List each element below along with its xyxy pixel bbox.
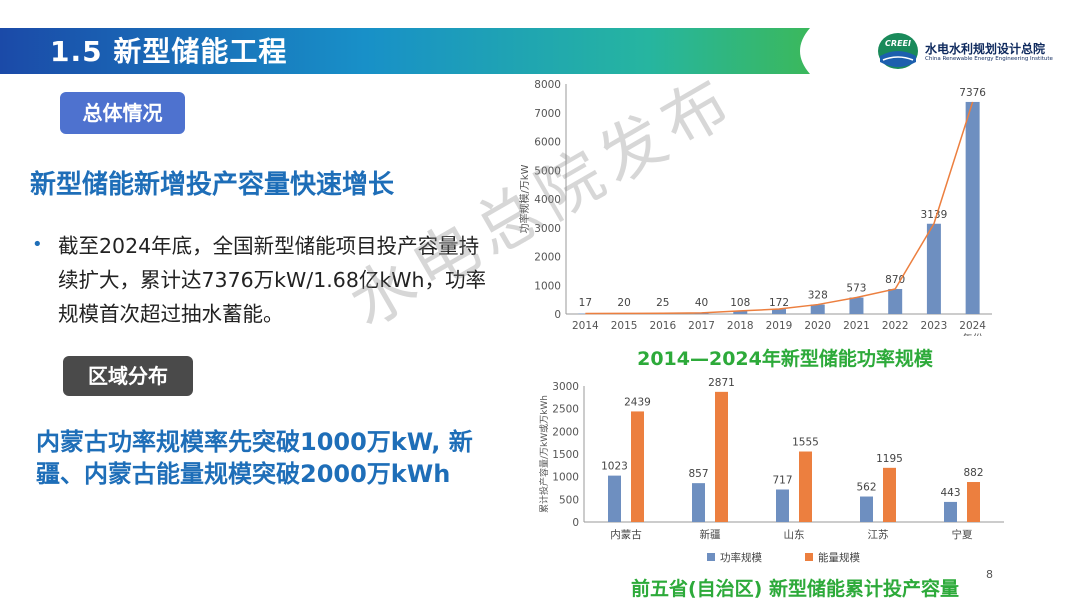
data-label: 870: [885, 274, 905, 286]
trend-line: [585, 101, 974, 315]
y-tick-label: 0: [572, 517, 579, 529]
bar-宁夏-能量规模: [967, 482, 980, 522]
x-tick-label: 宁夏: [952, 528, 973, 541]
data-label: 2439: [624, 396, 651, 408]
y-tick-label: 1000: [552, 472, 579, 484]
page-number: 8: [986, 568, 993, 581]
bar-内蒙古-功率规模: [608, 475, 621, 522]
x-tick-label: 2024: [959, 320, 986, 332]
x-tick-label: 2021: [843, 320, 870, 332]
x-tick-label: 内蒙古: [610, 528, 642, 541]
chart1-title: 2014—2024年新型储能功率规模: [637, 348, 933, 370]
y-tick-label: 0: [554, 309, 561, 321]
y-tick-label: 7000: [534, 108, 561, 120]
x-tick-label: 2017: [688, 320, 715, 332]
data-label: 1195: [876, 453, 903, 465]
power-scale-chart: 0 1000 2000 3000 4000 5000 6000 7000 8000 功率规模/万k…: [518, 79, 992, 336]
data-label: 562: [856, 482, 876, 494]
x-tick-label: 新疆: [700, 528, 721, 541]
y-tick-label: 500: [559, 494, 579, 506]
y-tick-label: 2000: [552, 426, 579, 438]
data-label: 717: [772, 474, 792, 486]
x-tick-label: 2015: [611, 320, 638, 332]
headline: 新型储能新增投产容量快速增长: [30, 170, 395, 200]
x-tick-label: 2022: [882, 320, 909, 332]
bar-2019: [772, 309, 786, 314]
data-label: 328: [808, 290, 828, 302]
x-tick-label: 2014: [572, 320, 599, 332]
chart2-title: 前五省(自治区) 新型储能累计投产容量: [631, 578, 959, 600]
y-tick-label: 8000: [534, 79, 561, 91]
bar-新疆-能量规模: [715, 391, 728, 522]
y-tick-label: 2500: [552, 404, 579, 416]
x-axis-title: 年份: [962, 332, 983, 336]
bar-新疆-功率规模: [692, 483, 705, 522]
bar-2022: [888, 288, 903, 314]
x-tick-label: 2019: [766, 320, 793, 332]
bar-2020: [810, 304, 825, 314]
bar-内蒙古-能量规模: [631, 411, 644, 522]
bar-2021: [849, 297, 864, 314]
y-tick-label: 5000: [534, 165, 561, 177]
bullet-text: 截至2024年底，全国新型储能项目投产容量持续扩大，累计达7376万kW/1.6…: [58, 234, 486, 326]
x-tick-label: 2023: [921, 320, 948, 332]
bar-江苏-功率规模: [860, 496, 873, 522]
region-text: 内蒙古功率规模率先突破1000万kW, 新疆、内蒙古能量规模突破2000万kWh: [36, 428, 473, 488]
bullet-icon: •: [32, 234, 43, 255]
y-axis-title: 功率规模/万kW: [518, 164, 531, 233]
legend-swatch: [707, 553, 715, 561]
bar-江苏-能量规模: [883, 467, 896, 522]
y-tick-label: 4000: [534, 194, 561, 206]
data-label: 857: [688, 468, 708, 480]
y-tick-label: 1500: [552, 449, 579, 461]
data-label: 2871: [708, 377, 735, 389]
org-logo-icon: CREEI: [878, 33, 918, 69]
bar-山东-能量规模: [799, 451, 812, 522]
x-tick-label: 2020: [804, 320, 831, 332]
y-tick-label: 3000: [534, 223, 561, 235]
y-axis-title: 累计投产容量/万kW或万kWh: [538, 395, 550, 513]
x-tick-label: 山东: [784, 528, 805, 541]
x-tick-label: 2018: [727, 320, 754, 332]
legend-label: 能量规模: [818, 551, 860, 564]
bar-2018: [733, 310, 748, 314]
data-label: 25: [656, 297, 669, 309]
data-label: 17: [579, 297, 592, 309]
data-label: 573: [846, 283, 866, 295]
y-tick-label: 3000: [552, 381, 579, 393]
data-label: 1555: [792, 437, 819, 449]
section-title: 1.5 新型储能工程: [50, 35, 288, 68]
bar-山东-功率规模: [776, 489, 789, 522]
y-tick-label: 1000: [534, 280, 561, 292]
data-label: 172: [769, 297, 789, 309]
data-label: 882: [963, 467, 983, 479]
bar-2023: [926, 223, 941, 314]
y-tick-label: 6000: [534, 137, 561, 149]
x-tick-label: 江苏: [868, 528, 889, 541]
data-label: 1023: [601, 461, 628, 473]
x-tick-label: 2016: [649, 320, 676, 332]
region-label: 区域分布: [63, 356, 193, 396]
org-name: 水电水利规划设计总院: [925, 42, 1046, 56]
data-label: 7376: [959, 87, 986, 99]
org-logo-text: CREEI: [885, 39, 911, 48]
y-tick-label: 2000: [534, 252, 561, 264]
org-name-en: China Renewable Energy Engineering Insti…: [925, 56, 1053, 62]
data-label: 20: [617, 297, 630, 309]
overview-label: 总体情况: [60, 92, 185, 134]
legend-label: 功率规模: [720, 551, 762, 564]
header-bar: [0, 28, 810, 74]
data-label: 40: [695, 297, 708, 309]
bar-2024: [965, 101, 980, 314]
data-label: 108: [730, 297, 750, 309]
data-label: 443: [940, 487, 960, 499]
legend-swatch: [805, 553, 813, 561]
data-label: 3139: [921, 209, 948, 221]
bar-宁夏-功率规模: [944, 501, 957, 522]
